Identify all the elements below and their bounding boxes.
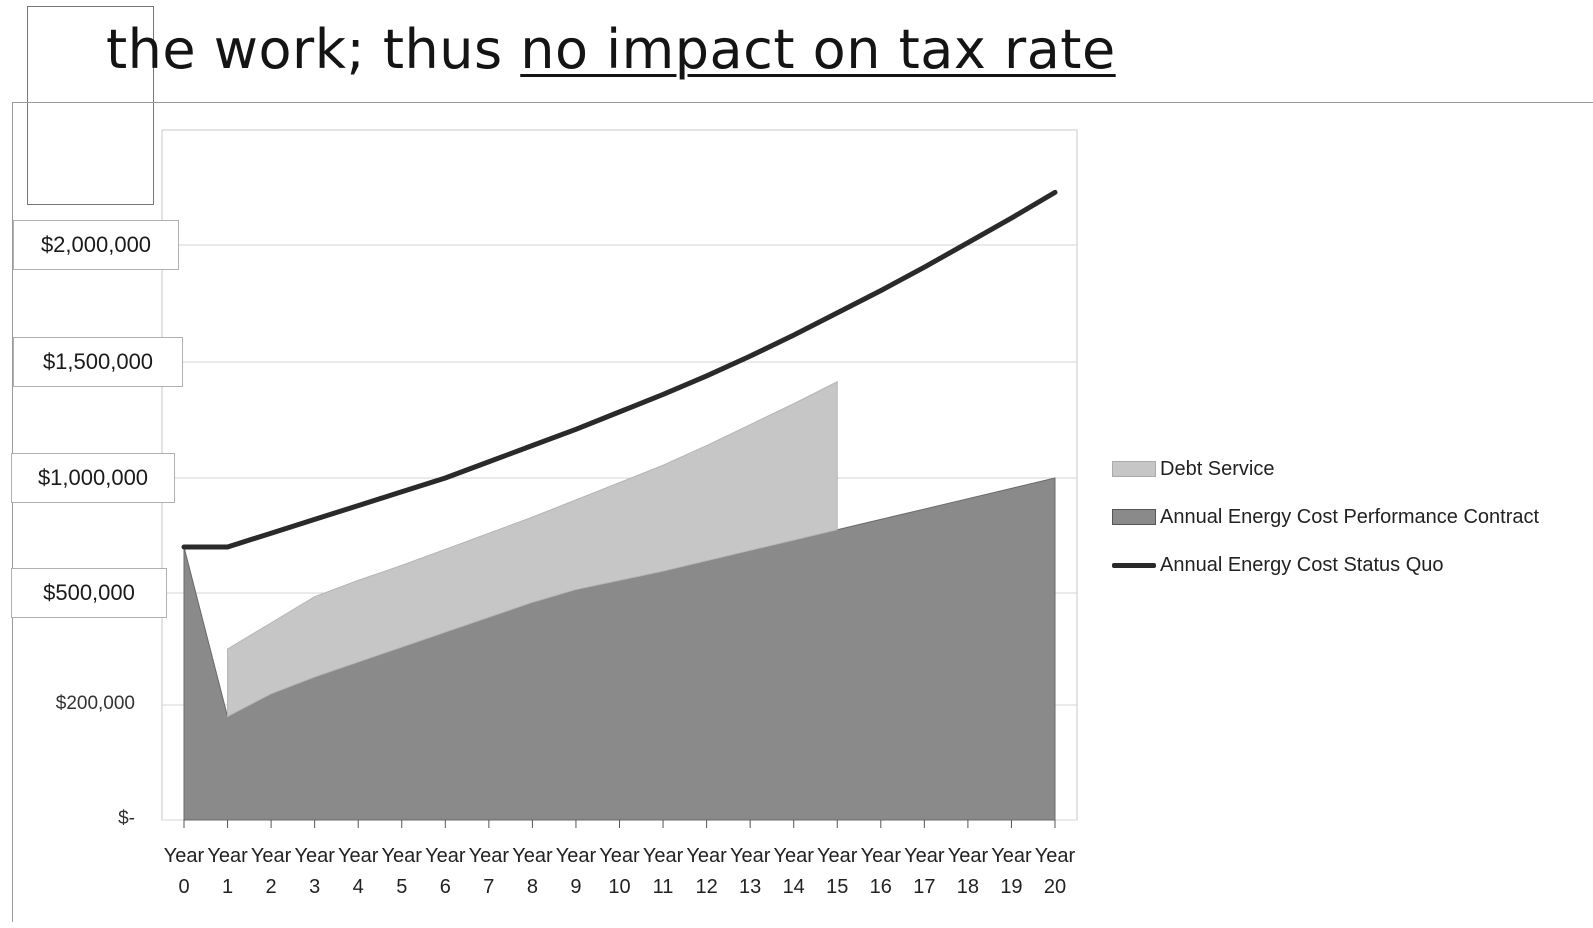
x-tick-label-line1-11: Year xyxy=(643,845,684,867)
x-tick-label-line2-15: 15 xyxy=(826,876,848,898)
x-tick-label-line1-4: Year xyxy=(338,845,379,867)
y-tick-label-2: $1,000,000 xyxy=(11,453,175,503)
chart-frame-top xyxy=(12,102,1593,103)
series-status-quo-line xyxy=(181,189,1058,550)
chart-legend: Debt Service Annual Energy Cost Performa… xyxy=(1112,445,1539,589)
y-tick-label-1: $1,500,000 xyxy=(13,337,183,387)
x-tick-label-line2-0: 0 xyxy=(178,876,189,898)
x-tick-label-line1-7: Year xyxy=(469,845,510,867)
x-tick-label-line1-13: Year xyxy=(730,845,771,867)
x-tick-label-line1-1: Year xyxy=(207,845,248,867)
x-tick-label-line2-5: 5 xyxy=(396,876,407,898)
x-tick-label-line2-13: 13 xyxy=(739,876,761,898)
x-tick-label-line1-18: Year xyxy=(948,845,989,867)
legend-label-status-quo: Annual Energy Cost Status Quo xyxy=(1160,553,1444,576)
x-tick-label-line1-5: Year xyxy=(382,845,423,867)
x-tick-label-line1-6: Year xyxy=(425,845,466,867)
x-tick-label-line1-16: Year xyxy=(861,845,902,867)
heading-text: the work; thus xyxy=(106,18,521,81)
x-tick-label-line1-10: Year xyxy=(599,845,640,867)
x-tick-label-line2-20: 20 xyxy=(1044,876,1066,898)
x-tick-label-line2-8: 8 xyxy=(527,876,538,898)
x-tick-label-line1-20: Year xyxy=(1035,845,1076,867)
y-tick-label-4: $200,000 xyxy=(55,693,135,714)
x-tick-label-line2-14: 14 xyxy=(783,876,805,898)
x-tick-label-line1-19: Year xyxy=(991,845,1032,867)
x-tick-label-line1-9: Year xyxy=(556,845,597,867)
x-tick-label-line2-3: 3 xyxy=(309,876,320,898)
x-tick-label-line1-8: Year xyxy=(512,845,553,867)
x-tick-label-line1-14: Year xyxy=(773,845,814,867)
heading-underlined-text: no impact on tax rate xyxy=(520,18,1116,81)
legend-item-status-quo: Annual Energy Cost Status Quo xyxy=(1112,541,1539,589)
x-tick-label-line2-4: 4 xyxy=(353,876,364,898)
legend-swatch-debt-service xyxy=(1112,461,1156,477)
legend-swatch-performance-contract xyxy=(1112,509,1156,525)
legend-label-performance-contract: Annual Energy Cost Performance Contract xyxy=(1160,505,1540,528)
x-tick-label-line2-1: 1 xyxy=(222,876,233,898)
x-tick-label-line2-17: 17 xyxy=(913,876,935,898)
x-tick-label-line1-15: Year xyxy=(817,845,858,867)
y-tick-label-5: $- xyxy=(118,808,135,829)
y-tick-label-3: $500,000 xyxy=(11,568,167,618)
empty-frame-box xyxy=(27,6,154,205)
legend-label-debt-service: Debt Service xyxy=(1160,457,1275,480)
x-tick-label-line2-9: 9 xyxy=(570,876,581,898)
x-tick-label-line1-3: Year xyxy=(294,845,335,867)
x-tick-label-line2-16: 16 xyxy=(870,876,892,898)
x-tick-label-line2-6: 6 xyxy=(440,876,451,898)
x-tick-label-line2-18: 18 xyxy=(957,876,979,898)
x-tick-label-line1-2: Year xyxy=(251,845,292,867)
chart-frame-left xyxy=(12,102,13,922)
legend-item-performance-contract: Annual Energy Cost Performance Contract xyxy=(1112,493,1539,541)
legend-swatch-status-quo xyxy=(1112,562,1156,568)
slide-heading: the work; thus no impact on tax rate xyxy=(106,18,1116,81)
x-tick-label-line2-7: 7 xyxy=(483,876,494,898)
legend-item-debt-service: Debt Service xyxy=(1112,445,1539,493)
x-tick-label-line2-12: 12 xyxy=(695,876,717,898)
x-tick-label-line2-11: 11 xyxy=(653,876,674,898)
series-debt-service-area xyxy=(227,380,838,718)
x-tick-label-line1-0: Year xyxy=(164,845,205,867)
x-tick-label-line2-10: 10 xyxy=(608,876,630,898)
x-tick-label-line1-17: Year xyxy=(904,845,945,867)
y-tick-label-0: $2,000,000 xyxy=(13,220,179,270)
x-tick-label-line2-2: 2 xyxy=(266,876,277,898)
x-tick-label-line2-19: 19 xyxy=(1000,876,1022,898)
x-tick-label-line1-12: Year xyxy=(686,845,727,867)
